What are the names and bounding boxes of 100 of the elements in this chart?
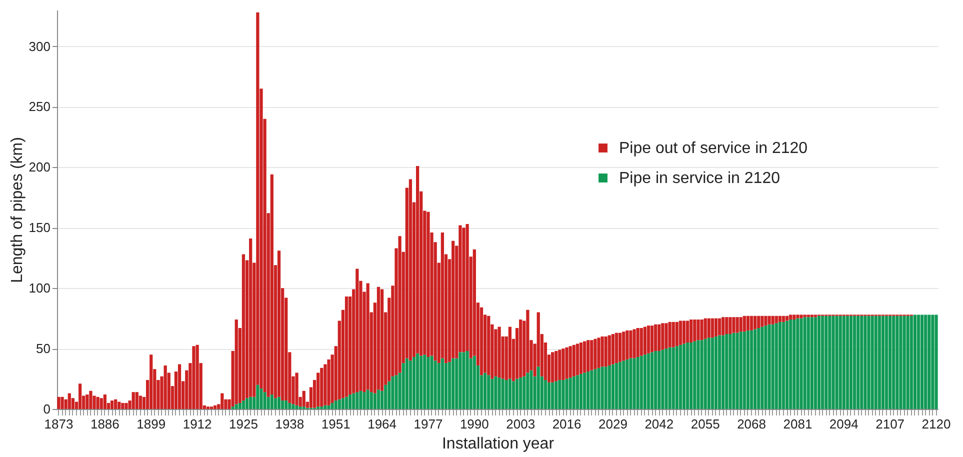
bar	[725, 334, 728, 409]
bar	[132, 392, 135, 409]
bar	[768, 316, 771, 324]
x-tick-label: 2003	[506, 416, 536, 432]
bar	[934, 314, 938, 409]
x-tick-label: 1873	[44, 416, 74, 432]
bar	[750, 330, 754, 409]
bar	[682, 344, 686, 409]
bar	[604, 366, 608, 409]
bar	[597, 338, 600, 368]
bar	[675, 346, 678, 409]
legend-label: Pipe out of service in 2120	[619, 140, 808, 157]
bar	[114, 399, 118, 409]
bar	[664, 348, 668, 409]
bar	[643, 354, 646, 409]
x-tick-label: 2055	[690, 416, 720, 432]
bar	[614, 363, 618, 409]
bar	[118, 402, 121, 409]
y-tick-label: 50	[36, 341, 50, 356]
bar	[536, 366, 540, 409]
bar	[452, 358, 455, 409]
bar	[96, 396, 100, 409]
bar	[867, 316, 870, 409]
bar	[614, 332, 618, 364]
bar	[234, 320, 238, 404]
bar	[658, 324, 661, 351]
bar	[416, 353, 420, 409]
bar	[746, 316, 750, 330]
x-tick-label: 2120	[922, 416, 951, 432]
bar	[178, 364, 182, 409]
x-tick-label: 1964	[368, 416, 396, 432]
bar	[380, 289, 384, 391]
bar	[579, 374, 583, 409]
bar	[452, 240, 455, 358]
x-tick-label: 2094	[829, 416, 858, 432]
bar	[821, 316, 824, 409]
y-tick-label: 150	[28, 220, 50, 236]
bar	[754, 316, 757, 330]
bar	[565, 378, 568, 409]
y-tick-label: 0	[43, 402, 50, 416]
bar	[696, 340, 700, 409]
bar	[594, 369, 597, 409]
bar	[931, 314, 934, 409]
bar	[604, 336, 608, 367]
bar	[220, 393, 224, 409]
y-tick-label: 200	[28, 160, 50, 175]
bar	[814, 317, 818, 409]
bar	[263, 392, 266, 409]
bar	[906, 316, 910, 409]
bar	[472, 356, 476, 409]
bar	[774, 316, 778, 324]
bar	[785, 320, 789, 409]
y-tick-label: 250	[28, 99, 50, 114]
bar	[896, 316, 899, 409]
bar	[586, 340, 590, 372]
bar	[551, 352, 554, 382]
bar	[774, 323, 778, 409]
bar	[693, 320, 696, 342]
bar	[408, 360, 412, 409]
bar	[398, 236, 402, 373]
bar	[430, 356, 434, 409]
bar	[678, 344, 682, 409]
x-tick-label: 1912	[182, 416, 212, 432]
bar	[512, 381, 516, 409]
bar	[856, 316, 860, 409]
bar	[448, 362, 452, 409]
bar	[568, 346, 572, 378]
bar	[725, 317, 728, 334]
bar	[213, 405, 217, 409]
bar	[718, 318, 722, 336]
bar	[782, 322, 786, 409]
bar	[849, 316, 853, 409]
bar	[611, 334, 615, 364]
bar	[600, 336, 604, 367]
bar	[750, 316, 754, 330]
bar	[579, 342, 583, 374]
bar	[487, 375, 490, 409]
bar	[462, 352, 466, 409]
bar	[892, 316, 896, 409]
bar	[768, 324, 771, 409]
bar	[138, 396, 142, 409]
bar	[878, 316, 881, 409]
bar	[636, 328, 640, 358]
bar	[884, 316, 888, 409]
bar	[338, 399, 341, 409]
bar	[242, 400, 246, 409]
bar	[664, 323, 668, 349]
bar	[714, 336, 718, 409]
bar	[60, 396, 64, 409]
bar	[522, 376, 526, 409]
bar	[86, 394, 89, 409]
bar	[498, 326, 501, 378]
bar	[789, 320, 792, 409]
bar	[910, 316, 913, 409]
y-tick-label: 300	[28, 38, 50, 54]
bar	[544, 380, 548, 409]
bar	[810, 314, 814, 318]
bar	[626, 330, 629, 360]
x-tick-label: 1977	[414, 416, 443, 432]
bar	[626, 359, 629, 409]
